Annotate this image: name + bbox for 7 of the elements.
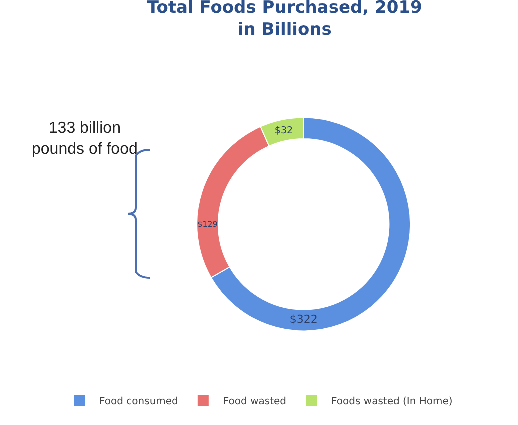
data-label: $322 xyxy=(290,313,318,326)
legend-label: Food wasted xyxy=(223,396,287,408)
data-label: $32 xyxy=(274,125,294,136)
legend-label: Foods wasted (In Home) xyxy=(332,396,453,408)
legend-label: Food consumed xyxy=(100,396,178,408)
chart-title: Total Foods Purchased, 2019 in Billions xyxy=(147,0,422,40)
text: 133 billion pounds of food xyxy=(32,120,138,158)
